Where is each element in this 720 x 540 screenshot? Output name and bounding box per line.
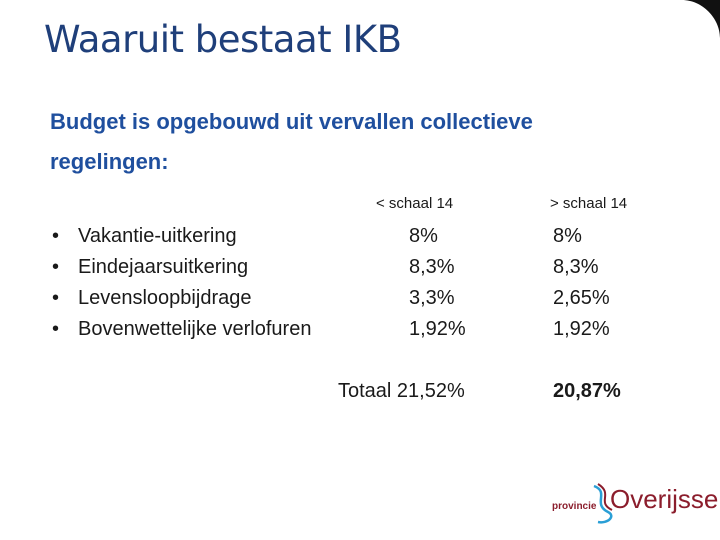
logo-prefix: provincie (552, 501, 597, 512)
value-cell: 1,92% (409, 318, 466, 340)
list-item-label: Levensloopbijdrage (78, 287, 252, 309)
list-item: • Bovenwettelijke verlofuren (52, 314, 311, 345)
value-cell: 8,3% (409, 256, 455, 278)
bullet: • (52, 318, 60, 340)
logo-text: Overijssel (610, 484, 720, 514)
value-cell: 8% (553, 225, 582, 247)
value-cell: 8% (409, 225, 438, 247)
page-title: Waaruit bestaat IKB (44, 18, 402, 61)
total-above-14: 20,87% (553, 380, 621, 402)
value-cell: 8,3% (553, 256, 599, 278)
page-subtitle: Budget is opgebouwd uit vervallen collec… (50, 109, 533, 174)
value-cell: 3,3% (409, 287, 455, 309)
column-header-above-14: > schaal 14 (550, 195, 628, 212)
list-item-label: Vakantie-uitkering (78, 225, 237, 247)
regeling-list: • Vakantie-uitkering • Eindejaarsuitkering… (52, 221, 311, 345)
overijssel-logo: provincie Overijssel (552, 480, 720, 528)
value-cell: 1,92% (553, 318, 610, 340)
bullet: • (52, 287, 60, 309)
list-item: • Eindejaarsuitkering (52, 252, 311, 283)
total-below-14: Totaal 21,52% (338, 380, 465, 402)
values-above-14: 8% 8,3% 2,65% 1,92% (553, 221, 610, 345)
values-below-14: 8% 8,3% 3,3% 1,92% (409, 221, 466, 345)
corner-decoration (682, 0, 720, 38)
list-item-label: Bovenwettelijke verlofuren (78, 318, 312, 340)
logo-swirl-icon (593, 483, 613, 524)
list-item-label: Eindejaarsuitkering (78, 256, 249, 278)
list-item: • Levensloopbijdrage (52, 283, 311, 314)
column-header-below-14: < schaal 14 (376, 195, 454, 212)
bullet: • (52, 256, 60, 278)
value-cell: 2,65% (553, 287, 610, 309)
list-item: • Vakantie-uitkering (52, 221, 311, 252)
bullet: • (52, 225, 60, 247)
